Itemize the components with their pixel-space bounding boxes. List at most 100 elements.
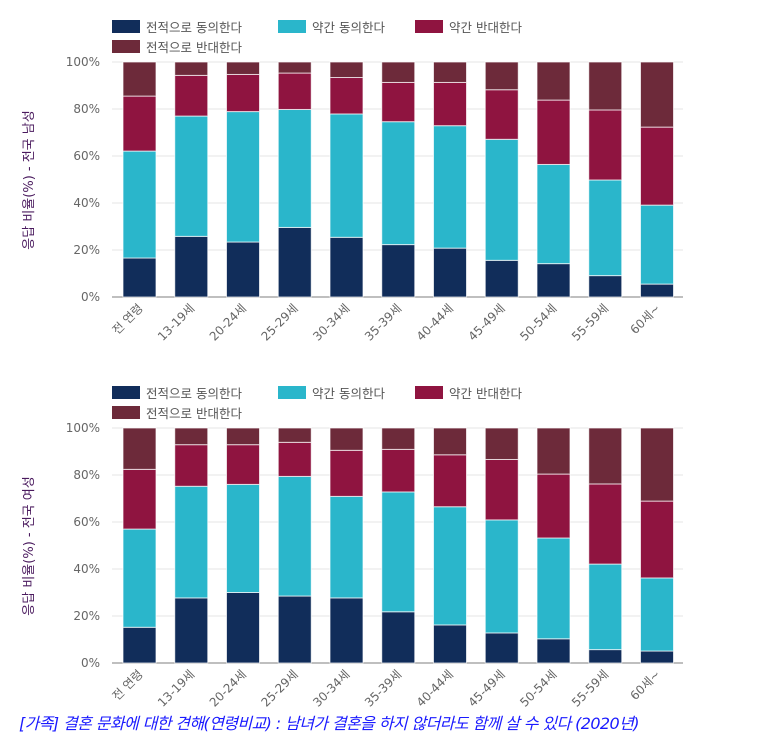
legend-label: 약간 반대한다 (449, 385, 522, 401)
bar-stack (484, 427, 519, 664)
legend-item[interactable]: 약간 동의한다 (278, 18, 385, 35)
bar-segment (122, 150, 157, 259)
x-tick-label: 50-54세 (517, 301, 559, 343)
bar-segment (381, 611, 416, 664)
bar-stack (433, 427, 467, 664)
y-tick-label: 80% (73, 468, 100, 482)
x-tick-label: 전 연령 (110, 301, 146, 337)
bar-segment (122, 61, 157, 97)
legend-swatch (112, 385, 140, 399)
legend-swatch (112, 39, 140, 53)
bar-segment (640, 283, 674, 298)
bar-stack (277, 427, 312, 664)
bar-segment (174, 597, 209, 664)
plot-area: 0% 20% 40% 60% 80% 100% 전 연령 13-19세 20-24세 25-29세… (66, 55, 683, 344)
bar-stack (588, 427, 623, 664)
x-tick-label: 35-39세 (362, 301, 404, 343)
bar-segment (640, 577, 674, 652)
legend-swatch (278, 19, 306, 33)
bar-segment (484, 61, 519, 91)
x-tick-label: 55-59세 (569, 301, 611, 343)
legend-label: 약간 동의한다 (312, 385, 385, 401)
bar-segment (484, 632, 519, 664)
legend-item[interactable]: 약간 반대한다 (415, 18, 522, 35)
bar-stack (122, 61, 157, 298)
y-axis-title-text: 응답 비율(%) - 전국 남성 (22, 110, 37, 250)
bar-segment (226, 444, 260, 485)
bar-segment (174, 427, 209, 446)
bar-segment (277, 226, 312, 298)
bar-segment (640, 650, 674, 664)
legend-item[interactable]: 약간 동의한다 (278, 384, 385, 401)
bar-segment (536, 537, 571, 640)
y-tick-label: 20% (73, 243, 100, 257)
bar-segment (174, 74, 209, 117)
plot-area: 0% 20% 40% 60% 80% 100% 전 연령 13-19세 20-24세 25-29세… (66, 421, 683, 710)
x-tick-label: 55-59세 (569, 667, 611, 709)
bar-segment (433, 427, 467, 456)
y-tick-label: 80% (73, 102, 100, 116)
legend-item[interactable]: 전적으로 동의한다 (112, 384, 242, 401)
bar-stack (329, 427, 364, 664)
bar-segment (588, 109, 623, 181)
bar-segment (122, 427, 157, 470)
legend-item[interactable]: 전적으로 반대한다 (112, 38, 242, 55)
bar-stack (433, 61, 467, 298)
legend-item[interactable]: 전적으로 반대한다 (112, 404, 242, 421)
bar-segment (329, 449, 364, 497)
bar-segment (277, 475, 312, 597)
bar-stack (277, 61, 312, 298)
x-tick-label: 13-19세 (155, 667, 197, 709)
bar-stack (381, 427, 416, 664)
bar-segment (329, 236, 364, 298)
legend-swatch (112, 405, 140, 419)
bar-segment (226, 73, 260, 113)
legend-item[interactable]: 약간 반대한다 (415, 384, 522, 401)
x-tick-label: 60세~ (628, 667, 664, 703)
x-tick-label: 20-24세 (207, 301, 249, 343)
bar-segment (122, 626, 157, 664)
bar-segment (433, 624, 467, 664)
x-tick-label: 50-54세 (517, 667, 559, 709)
bar-segment (277, 108, 312, 228)
legend-label: 전적으로 반대한다 (146, 405, 242, 421)
bar-segment (329, 113, 364, 238)
bar-segment (433, 125, 467, 249)
x-tick-label: 20-24세 (207, 667, 249, 709)
bar-segment (226, 427, 260, 446)
y-axis-title-text: 응답 비율(%) - 전국 여성 (22, 476, 37, 616)
bar-segment (433, 61, 467, 83)
legend-item[interactable]: 전적으로 동의한다 (112, 18, 242, 35)
bar-segment (381, 121, 416, 246)
legend-label: 전적으로 반대한다 (146, 39, 242, 55)
bar-segment (588, 275, 623, 298)
y-tick-label: 40% (73, 562, 100, 576)
bar-segment (329, 495, 364, 599)
x-tick-label: 25-29세 (259, 301, 301, 343)
x-tick-label: 45-49세 (466, 301, 508, 343)
bar-segment (122, 257, 157, 298)
bar-segment (588, 483, 623, 565)
bar-segment (122, 528, 157, 628)
x-tick-label: 25-29세 (259, 667, 301, 709)
bar-segment (329, 77, 364, 115)
bar-stack (122, 427, 157, 664)
bar-segment (588, 427, 623, 485)
x-tick-label: 13-19세 (155, 301, 197, 343)
legend-swatch (415, 385, 443, 399)
bar-segment (588, 563, 623, 651)
bar-segment (226, 61, 260, 75)
bar-segment (640, 204, 674, 285)
bar-segment (484, 138, 519, 261)
bar-segment (174, 485, 209, 599)
bar-segment (433, 454, 467, 508)
bar-stack (329, 61, 364, 298)
bar-segment (174, 444, 209, 487)
bar-segment (484, 89, 519, 140)
x-tick-label: 60세~ (628, 301, 664, 337)
bar-stack (640, 61, 674, 298)
bar-segment (640, 500, 674, 579)
bar-segment (588, 61, 623, 111)
bar-segment (588, 179, 623, 277)
